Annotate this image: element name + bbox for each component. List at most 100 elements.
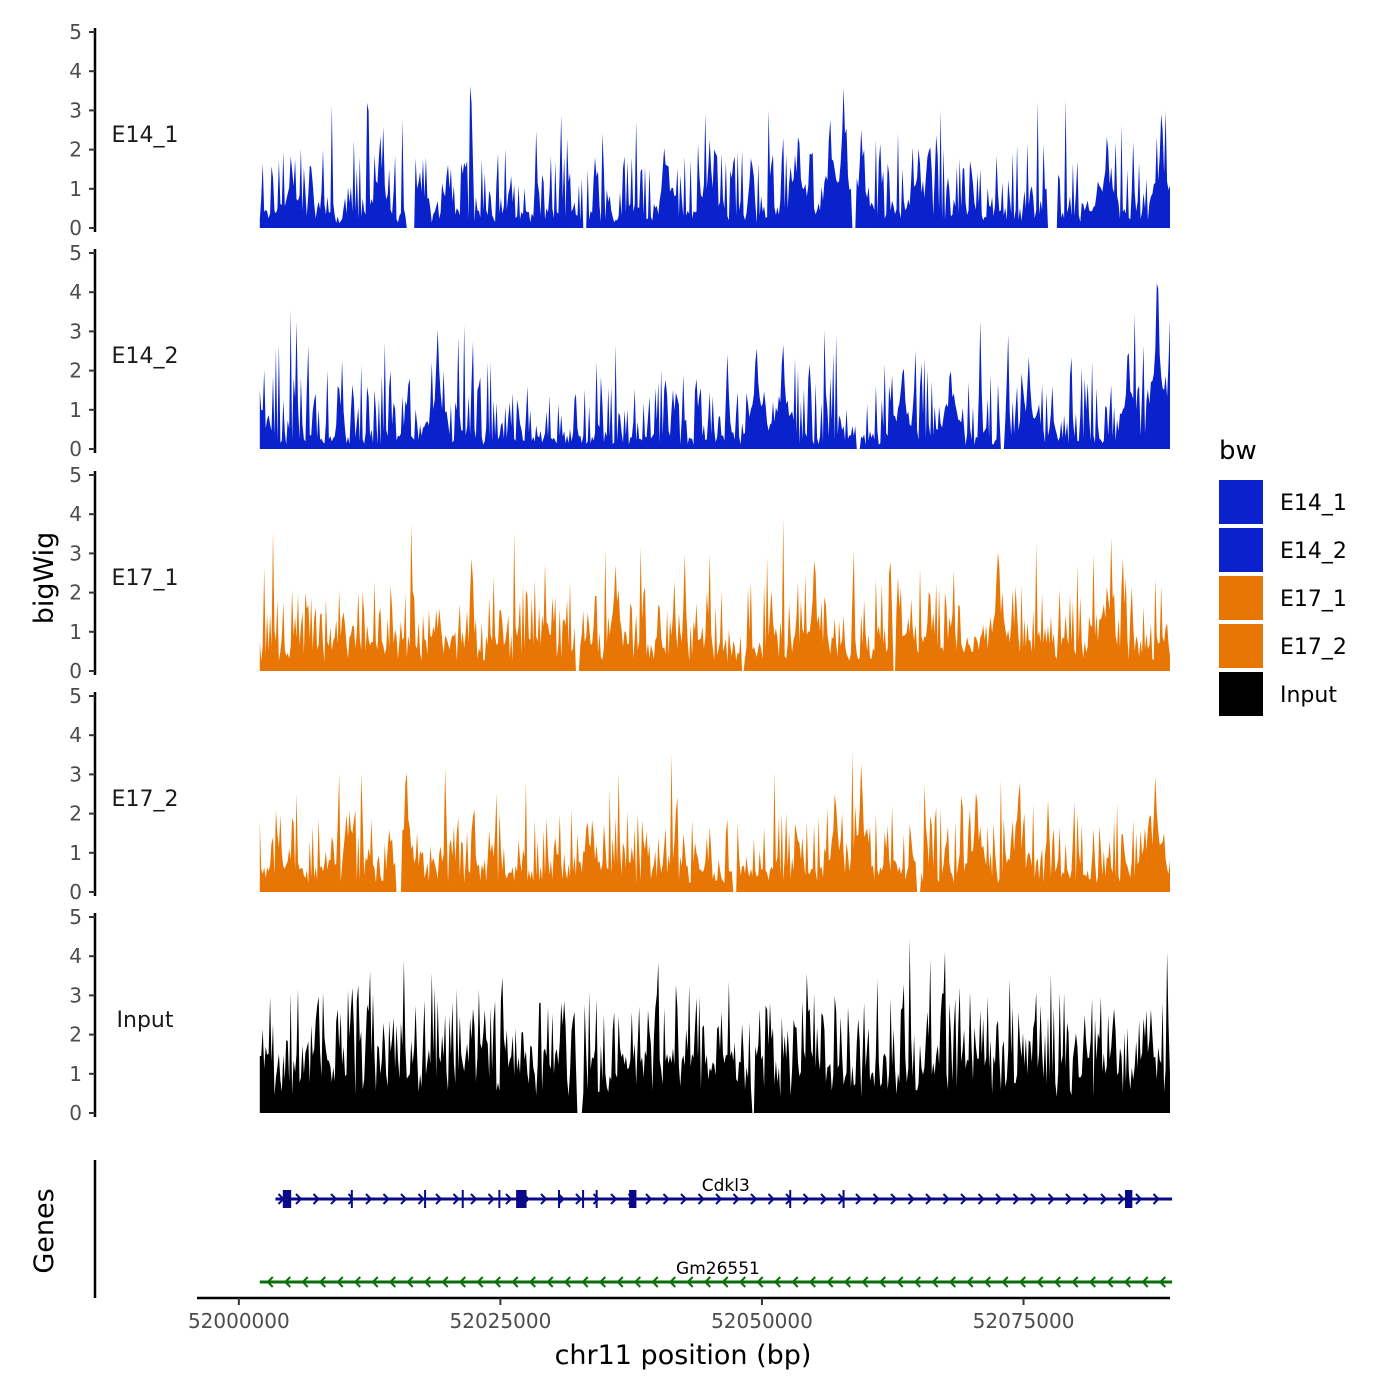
- strand-arrow: [266, 1276, 274, 1288]
- track-e14-1: 0 1 2 3 4 5 E14_1: [69, 20, 1170, 240]
- y-tick-label: 0: [69, 880, 82, 904]
- legend-key: [1219, 480, 1263, 524]
- y-tick-label: 3: [69, 541, 82, 565]
- strand-arrow: [312, 1193, 320, 1205]
- strand-arrow: [662, 1193, 670, 1205]
- strand-arrow: [528, 1276, 536, 1288]
- gene-label: Gm26551: [676, 1259, 760, 1279]
- strand-arrow: [505, 1193, 513, 1205]
- strand-arrow: [1088, 1276, 1096, 1288]
- legend-item-e14-2[interactable]: E14_2: [1219, 528, 1347, 572]
- track-label: E14_2: [112, 344, 179, 369]
- strand-arrow: [633, 1276, 641, 1288]
- y-tick-label: 5: [69, 241, 82, 265]
- x-axis-title: chr11 position (bp): [555, 1340, 812, 1371]
- legend-key: [1219, 528, 1263, 572]
- strand-arrow: [347, 1193, 355, 1205]
- gene-gm26551[interactable]: Gm26551: [259, 1259, 1173, 1288]
- strand-arrow: [1053, 1276, 1061, 1288]
- strand-arrow: [610, 1193, 618, 1205]
- strand-arrow: [1152, 1193, 1160, 1205]
- legend-key: [1219, 672, 1263, 716]
- strand-arrow: [423, 1276, 431, 1288]
- y-tick-label: 4: [69, 59, 82, 83]
- y-tick-label: 1: [69, 841, 82, 865]
- y-tick-label: 0: [69, 1101, 82, 1125]
- strand-arrow: [1001, 1276, 1009, 1288]
- genes-axis-title: Genes: [29, 1188, 60, 1273]
- strand-arrow: [756, 1276, 764, 1288]
- strand-arrow: [645, 1193, 653, 1205]
- legend-label: E14_1: [1280, 491, 1347, 516]
- y-axis-title: bigWig: [29, 532, 60, 625]
- strand-arrow: [767, 1193, 775, 1205]
- signal-area-e17-2: [259, 751, 1170, 892]
- strand-arrow: [417, 1193, 425, 1205]
- gene-panel: Cdkl3 Gm26551: [93, 1160, 1173, 1298]
- strand-arrow: [388, 1276, 396, 1288]
- signal-area-e14-2: [259, 283, 1170, 449]
- y-tick-label: 1: [69, 620, 82, 644]
- strand-arrow: [948, 1276, 956, 1288]
- strand-arrow: [925, 1193, 933, 1205]
- strand-arrow: [738, 1276, 746, 1288]
- strand-arrow: [616, 1276, 624, 1288]
- strand-arrow: [820, 1193, 828, 1205]
- y-tick-label: 2: [69, 581, 82, 605]
- strand-arrow: [703, 1276, 711, 1288]
- strand-arrow: [365, 1193, 373, 1205]
- gene-cdkl3[interactable]: Cdkl3: [275, 1176, 1173, 1208]
- strand-arrow: [301, 1276, 309, 1288]
- strand-arrow: [283, 1276, 291, 1288]
- strand-arrow: [942, 1193, 950, 1205]
- strand-arrow: [1071, 1276, 1079, 1288]
- strand-arrow: [977, 1193, 985, 1205]
- strand-arrow: [983, 1276, 991, 1288]
- x-axis: 52000000 52025000 52050000 52075000: [188, 1296, 1170, 1333]
- track-label: E17_1: [112, 566, 179, 591]
- legend-item-input[interactable]: Input: [1219, 672, 1337, 716]
- track-input: 0 1 2 3 4 5 Input: [69, 905, 1170, 1125]
- strand-arrow: [1117, 1193, 1125, 1205]
- strand-arrow: [458, 1276, 466, 1288]
- strand-arrow: [592, 1193, 600, 1205]
- strand-arrow: [773, 1276, 781, 1288]
- y-tick-label: 2: [69, 1023, 82, 1047]
- y-tick-label: 4: [69, 944, 82, 968]
- y-tick-label: 5: [69, 463, 82, 487]
- strand-arrow: [493, 1276, 501, 1288]
- strand-arrow: [732, 1193, 740, 1205]
- strand-arrow: [406, 1276, 414, 1288]
- strand-arrow: [966, 1276, 974, 1288]
- exon-block: [282, 1190, 292, 1208]
- strand-arrow: [546, 1276, 554, 1288]
- bigwig-tracks: 0 1 2 3 4 5 E14_1 0 1 2 3 4 5 E14_2 0 1 2 3 4 5 E17_1 0 1 2 3 4 5 E…: [69, 20, 1170, 1125]
- strand-arrow: [435, 1193, 443, 1205]
- legend-item-e17-2[interactable]: E17_2: [1219, 624, 1347, 668]
- y-tick-label: 4: [69, 280, 82, 304]
- y-tick-label: 2: [69, 138, 82, 162]
- strand-arrow: [808, 1276, 816, 1288]
- strand-arrow: [1158, 1276, 1166, 1288]
- strand-arrow: [1012, 1193, 1020, 1205]
- legend-item-e17-1[interactable]: E17_1: [1219, 576, 1347, 620]
- strand-arrow: [1106, 1276, 1114, 1288]
- x-tick-label: 52075000: [973, 1309, 1075, 1333]
- y-tick-label: 0: [69, 216, 82, 240]
- strand-arrow: [581, 1276, 589, 1288]
- legend-key: [1219, 624, 1263, 668]
- strand-arrow: [563, 1276, 571, 1288]
- strand-arrow: [353, 1276, 361, 1288]
- strand-arrow: [371, 1276, 379, 1288]
- legend-item-e14-1[interactable]: E14_1: [1219, 480, 1347, 524]
- strand-arrow: [382, 1193, 390, 1205]
- strand-arrow: [931, 1276, 939, 1288]
- strand-arrow: [1123, 1276, 1131, 1288]
- strand-arrow: [336, 1276, 344, 1288]
- y-tick-label: 1: [69, 177, 82, 201]
- strand-arrow: [470, 1193, 478, 1205]
- strand-arrow: [452, 1193, 460, 1205]
- gene-label: Cdkl3: [702, 1176, 750, 1196]
- strand-arrow: [872, 1193, 880, 1205]
